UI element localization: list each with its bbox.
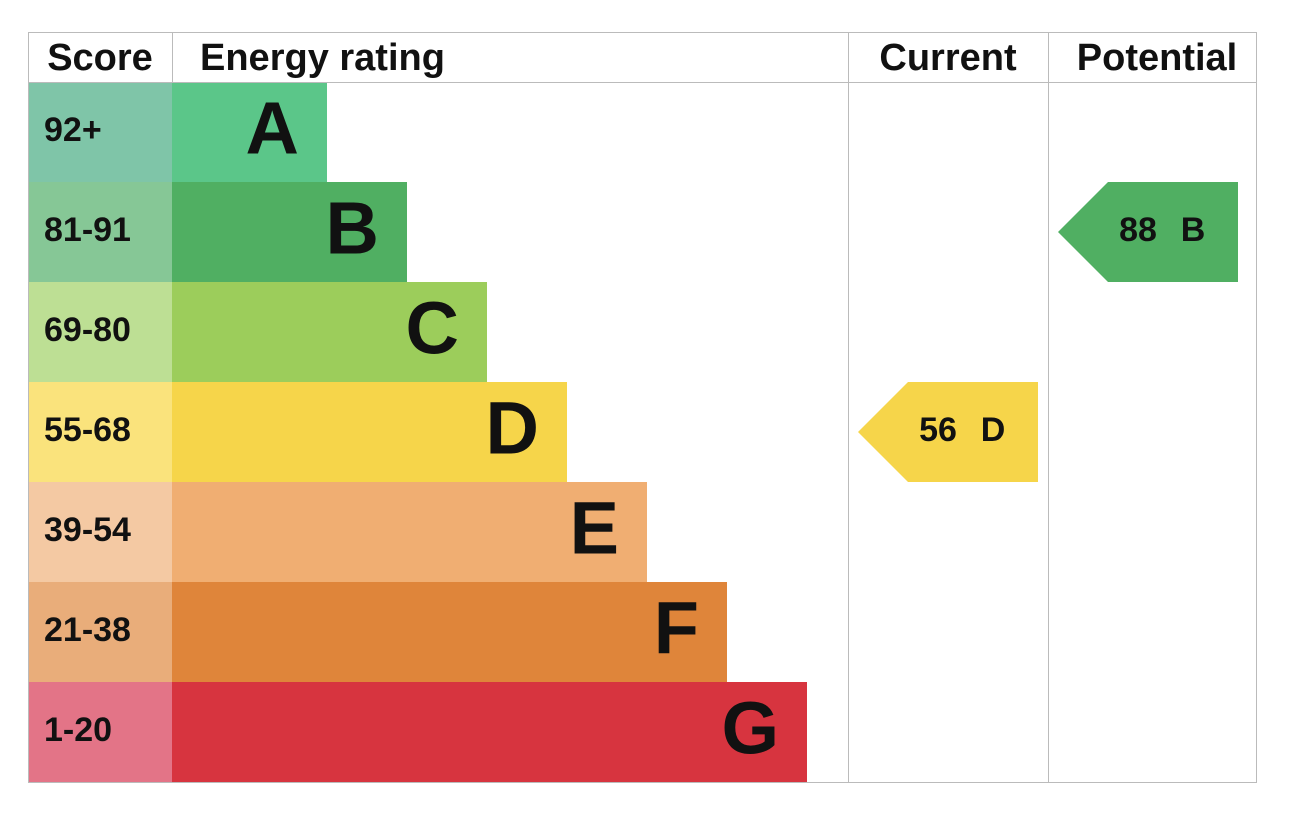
score-label: 92+ bbox=[44, 111, 102, 149]
score-label: 81-91 bbox=[44, 211, 131, 249]
potential-arrow bbox=[1058, 182, 1238, 282]
rating-letter: G bbox=[721, 687, 779, 770]
rating-letter: C bbox=[406, 287, 459, 370]
current-letter: D bbox=[981, 411, 1006, 449]
score-cell bbox=[29, 582, 172, 682]
score-cell bbox=[29, 682, 172, 782]
score-cell bbox=[29, 282, 172, 382]
header-energy-rating: Energy rating bbox=[200, 37, 445, 79]
current-value: 56 bbox=[919, 411, 957, 449]
rating-bar bbox=[172, 182, 407, 282]
table-border bbox=[28, 32, 1257, 783]
score-cell bbox=[29, 382, 172, 482]
rating-letter: E bbox=[570, 487, 619, 570]
score-label: 69-80 bbox=[44, 311, 131, 349]
rating-bar bbox=[172, 83, 327, 182]
score-label: 39-54 bbox=[44, 511, 131, 549]
score-label: 55-68 bbox=[44, 411, 131, 449]
score-cell bbox=[29, 182, 172, 282]
current-arrow bbox=[858, 382, 1038, 482]
header-current: Current bbox=[879, 37, 1017, 79]
potential-letter: B bbox=[1181, 211, 1206, 249]
rating-letter: D bbox=[486, 387, 539, 470]
header-score: Score bbox=[47, 37, 153, 79]
rating-bar bbox=[172, 382, 567, 482]
rating-letter: A bbox=[246, 87, 299, 170]
rating-bar bbox=[172, 582, 727, 682]
rating-letter: B bbox=[326, 187, 379, 270]
rating-bar bbox=[172, 682, 807, 782]
score-label: 21-38 bbox=[44, 611, 131, 649]
score-cell bbox=[29, 83, 172, 182]
rating-bar bbox=[172, 482, 647, 582]
header-potential: Potential bbox=[1077, 37, 1237, 79]
rating-letter: F bbox=[654, 587, 699, 670]
rating-bar bbox=[172, 282, 487, 382]
score-label: 1-20 bbox=[44, 711, 112, 749]
score-cell bbox=[29, 482, 172, 582]
potential-value: 88 bbox=[1119, 211, 1157, 249]
